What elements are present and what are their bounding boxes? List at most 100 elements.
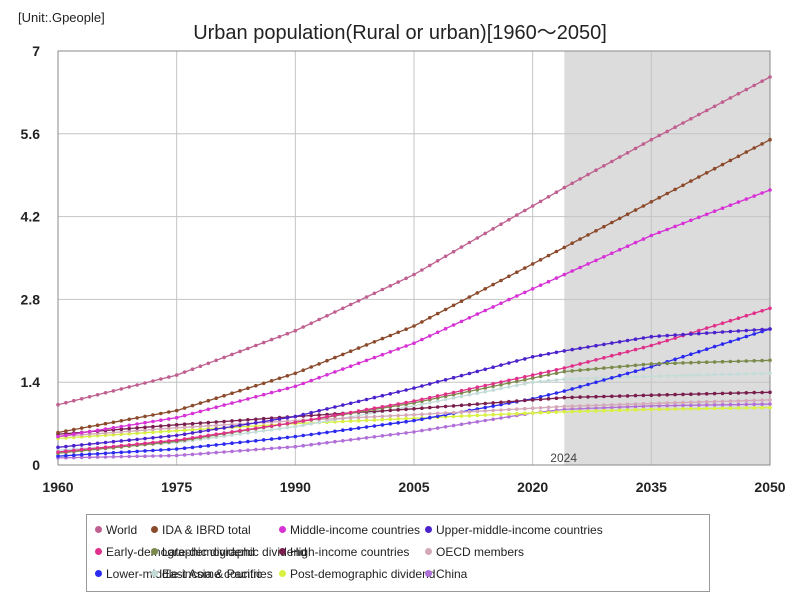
data-point (301, 419, 306, 423)
data-point (578, 237, 582, 241)
data-point (657, 407, 661, 412)
data-point (443, 411, 448, 415)
data-point (689, 400, 693, 405)
data-point (388, 414, 393, 418)
data-point (689, 373, 693, 378)
data-point (135, 426, 139, 430)
data-point (151, 436, 155, 440)
data-point (681, 332, 685, 337)
legend-swatch (425, 570, 432, 578)
legend-item: China (425, 567, 467, 581)
data-point (538, 353, 543, 358)
data-point (277, 376, 282, 381)
data-point (214, 423, 218, 428)
data-point (198, 364, 203, 369)
data-point (578, 362, 582, 366)
data-point (159, 411, 163, 416)
x-tick-label: 2050 (754, 479, 785, 495)
data-point (451, 414, 456, 419)
data-point (222, 355, 226, 360)
data-point (348, 410, 353, 415)
data-point (641, 362, 646, 367)
data-point (736, 406, 741, 410)
data-point (285, 435, 290, 440)
data-point (103, 451, 108, 456)
data-point (475, 391, 480, 396)
data-point (625, 402, 630, 407)
data-point (491, 384, 495, 389)
data-point (420, 397, 424, 402)
data-point (277, 423, 282, 427)
data-point (356, 409, 361, 413)
data-point (728, 96, 733, 100)
data-point (79, 426, 84, 430)
data-point (167, 410, 171, 414)
data-point (309, 365, 314, 369)
data-point (269, 446, 274, 451)
data-point (356, 415, 361, 420)
data-point (665, 393, 669, 397)
data-point (341, 428, 345, 433)
y-tick-label: 4.2 (21, 209, 41, 225)
data-point (728, 399, 733, 403)
data-point (135, 437, 139, 442)
data-point (182, 406, 187, 410)
legend-item: Lower-middle-income countries (95, 567, 273, 581)
data-point (404, 413, 408, 417)
data-point (562, 377, 567, 382)
data-point (720, 406, 725, 411)
data-point (720, 391, 725, 396)
data-point (697, 112, 701, 117)
data-point (673, 333, 677, 337)
data-point (554, 378, 559, 382)
data-point (697, 406, 701, 411)
data-point (570, 387, 574, 391)
data-point (760, 390, 764, 395)
data-point (443, 392, 448, 397)
data-point (515, 411, 519, 416)
data-point (704, 326, 709, 330)
data-point (752, 83, 756, 88)
chart-title: Urban population(Rural or urban)[1960～20… (193, 22, 607, 44)
data-point (87, 429, 92, 434)
data-point (681, 373, 685, 378)
data-point (396, 280, 401, 284)
data-point (103, 455, 108, 459)
data-point (665, 407, 669, 412)
series-middle-income-countries (56, 188, 772, 439)
data-point (483, 287, 488, 291)
data-point (697, 349, 701, 354)
data-point (254, 439, 258, 443)
data-point (720, 372, 725, 377)
data-point (570, 395, 574, 400)
data-point (625, 375, 630, 379)
data-point (127, 385, 131, 389)
data-point (364, 415, 369, 419)
data-point (428, 263, 432, 268)
data-point (665, 374, 669, 378)
data-point (356, 346, 361, 350)
data-point (198, 434, 203, 439)
data-point (364, 358, 369, 363)
data-point (712, 403, 717, 407)
data-point (79, 431, 84, 435)
data-point (103, 431, 108, 435)
data-point (443, 307, 448, 312)
data-point (254, 447, 258, 452)
data-point (602, 378, 606, 382)
data-point (657, 195, 661, 200)
data-point (151, 440, 155, 445)
data-point (56, 445, 60, 450)
data-point (515, 407, 519, 411)
data-point (348, 364, 353, 369)
data-point (594, 394, 598, 399)
data-point (570, 241, 574, 245)
data-point (712, 372, 717, 377)
data-point (127, 423, 131, 428)
data-point (269, 379, 274, 383)
data-point (744, 313, 749, 318)
data-point (689, 403, 693, 408)
data-point (333, 355, 337, 360)
data-point (712, 399, 717, 404)
data-point (372, 414, 377, 419)
